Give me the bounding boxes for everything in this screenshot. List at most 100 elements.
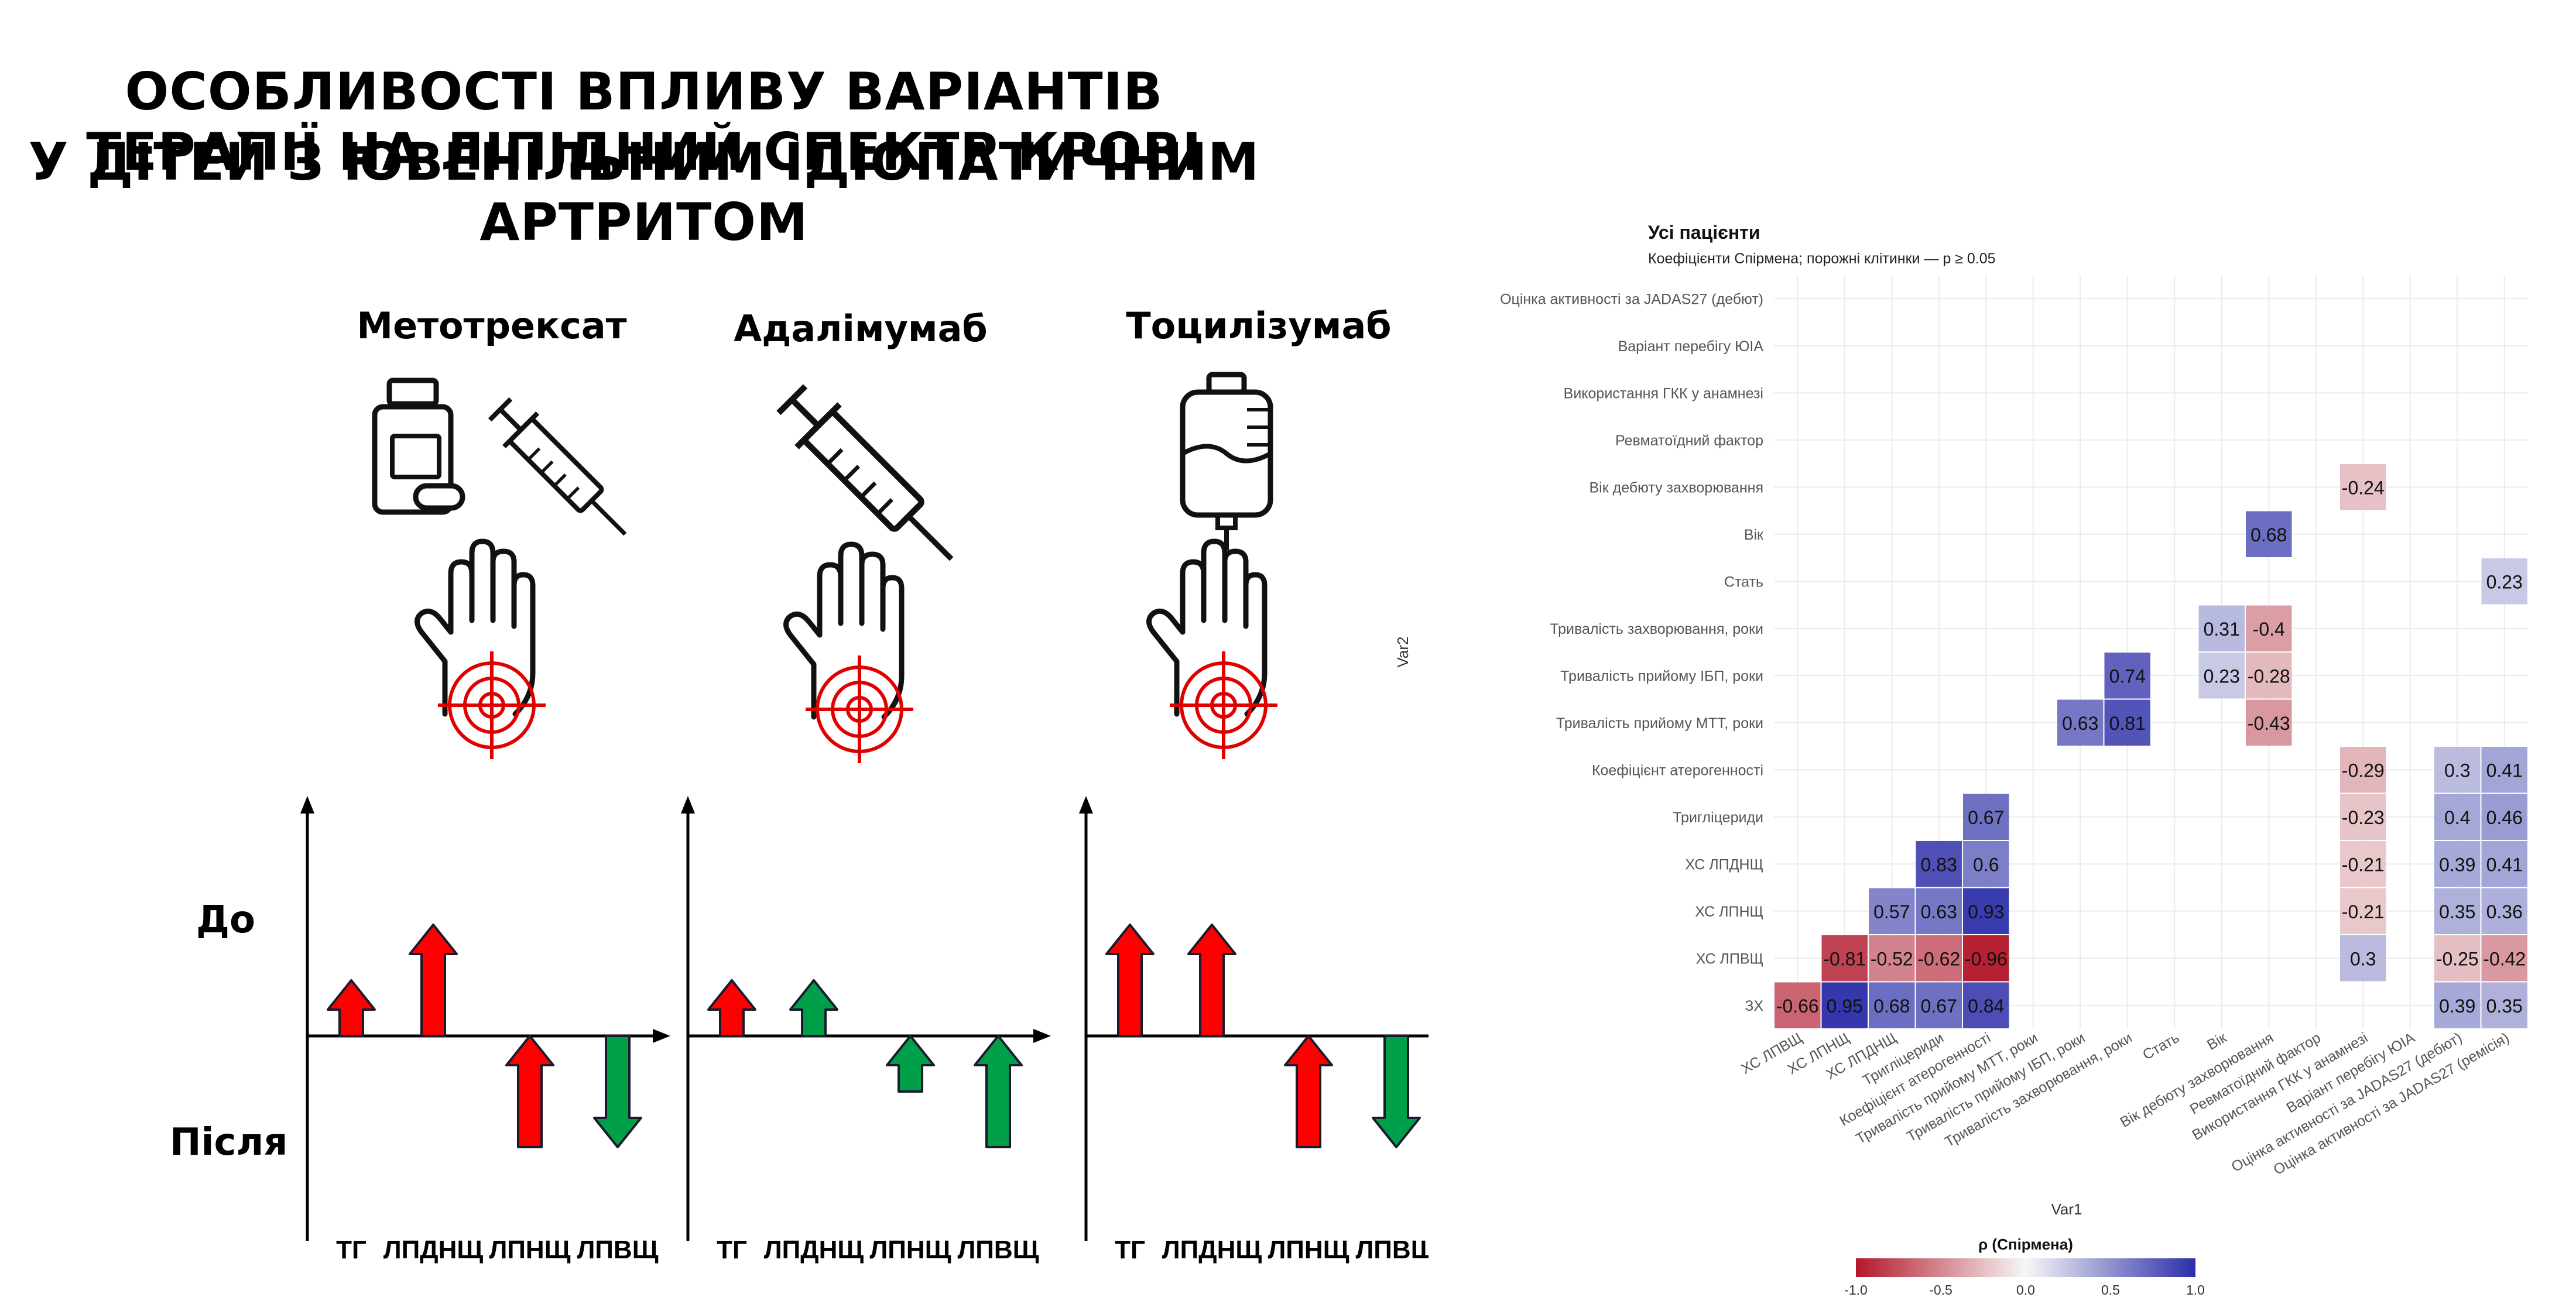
syringe-icon — [770, 378, 973, 581]
heatmap-cell — [1916, 841, 1962, 887]
cell-value: -0.24 — [2342, 477, 2385, 498]
heatmap-cell — [2481, 841, 2527, 887]
cell-value: 0.63 — [1921, 901, 1957, 922]
cell-value: -0.28 — [2248, 665, 2290, 687]
arrow-up-ЛПДНЩ — [789, 979, 838, 1037]
heatmap-cell — [1869, 935, 1915, 981]
cell-value: 0.41 — [2486, 760, 2523, 781]
heatmap-cell — [2246, 605, 2292, 651]
heatmap-cell — [2434, 841, 2481, 887]
arrow-up-ЛПНЩ — [505, 1035, 554, 1148]
heatmap-cell — [2481, 888, 2527, 934]
y-tick-label: Тривалість захворювання, роки — [1550, 621, 1763, 637]
x-tick-label: ЛПНЩ — [869, 1236, 951, 1264]
heatmap-cell — [1916, 982, 1962, 1028]
drug-name-methotrexate: Метотрексат — [357, 304, 627, 347]
y-tick-label: Тригліцериди — [1673, 809, 1763, 826]
heatmap-subtitle: Коефіцієнти Спірмена; порожні клітинки —… — [1648, 250, 1996, 267]
x-tick-label: ЛПНЩ — [1268, 1236, 1349, 1264]
cell-value: -0.62 — [1917, 948, 1960, 969]
x-axis-title: Var1 — [2051, 1200, 2082, 1218]
x-tick-label: ЛПНЩ — [489, 1236, 570, 1264]
cell-value: 0.35 — [2439, 901, 2475, 922]
cell-value: 0.39 — [2439, 996, 2475, 1017]
arrow-up-ТГ — [327, 979, 376, 1037]
x-tick-label: ЛПВЩ — [957, 1236, 1039, 1264]
heatmap-cell — [1775, 982, 1821, 1028]
arrow-up-ЛПДНЩ — [1187, 924, 1236, 1037]
heatmap-cell — [2481, 935, 2527, 981]
arrow-up-ТГ — [707, 979, 756, 1037]
cell-value: 0.68 — [2250, 524, 2287, 545]
x-tick-label: ТГ — [336, 1236, 366, 1264]
heatmap-cell — [2434, 935, 2481, 981]
heatmap-cell — [1963, 982, 2009, 1028]
cell-value: 0.84 — [1968, 996, 2004, 1017]
heatmap-cell — [2434, 982, 2481, 1028]
cell-value: -0.52 — [1871, 948, 1913, 969]
cell-value: 0.39 — [2439, 854, 2475, 875]
cell-value: 0.35 — [2486, 996, 2523, 1017]
hand-icon — [417, 541, 533, 714]
heatmap-cell — [2481, 747, 2527, 793]
cell-value: 0.81 — [2109, 713, 2146, 734]
y-tick-label: Тривалість прийому ІБП, роки — [1560, 668, 1763, 684]
arrow-up-ЛПВЩ — [974, 1035, 1023, 1148]
x-tick-label: ЛПДНЩ — [1162, 1236, 1262, 1264]
heatmap-cell — [2340, 841, 2386, 887]
y-tick-label: Стать — [1724, 574, 1763, 590]
cell-value: 0.36 — [2486, 901, 2523, 922]
y-tick-label: Тривалість прийому МТТ, роки — [1556, 715, 1763, 732]
cell-value: 0.6 — [1973, 854, 1999, 875]
heatmap-cell — [1963, 935, 2009, 981]
arrow-down-ЛПВЩ — [593, 1035, 642, 1148]
heatmap-cell — [1916, 935, 1962, 981]
heatmap-cell — [2057, 699, 2104, 746]
cell-value: 0.67 — [1921, 996, 1957, 1017]
legend-title: ρ (Спірмена) — [1978, 1236, 2073, 1253]
x-tick-label: ЛПДНЩ — [764, 1236, 864, 1264]
cell-value: 0.41 — [2486, 854, 2523, 875]
heatmap-cell — [2246, 699, 2292, 746]
cell-value: 0.3 — [2350, 948, 2376, 969]
arrow-up-ТГ — [1105, 924, 1155, 1037]
y-tick-label: Вік — [1744, 527, 1764, 543]
pill-bottle-icon — [372, 377, 465, 515]
cell-value: -0.4 — [2253, 619, 2285, 640]
cell-value: 0.93 — [1968, 901, 2004, 922]
heatmap-cell — [1916, 888, 1962, 934]
heatmap-cell — [1869, 982, 1915, 1028]
cell-value: -0.43 — [2248, 713, 2290, 734]
y-tick-label: Ревматоїдний фактор — [1615, 433, 1763, 449]
heatmap-cell — [2434, 888, 2481, 934]
cell-value: 0.57 — [1873, 901, 1910, 922]
legend-tick-label: 0.0 — [2016, 1282, 2035, 1298]
heatmap-cell — [1869, 888, 1915, 934]
y-tick-label: ХС ЛПВЩ — [1696, 950, 1763, 967]
cell-value: -0.96 — [1965, 948, 2008, 969]
y-tick-label: ХС ЛПДНЩ — [1685, 856, 1763, 873]
cell-value: -0.21 — [2342, 901, 2385, 922]
cell-value: -0.23 — [2342, 807, 2385, 828]
heatmap-cell — [2481, 558, 2527, 605]
correlation-heatmap: 0.68 -0.24 0.23 0.31 -0.4 0.74 0.23 -0.28 0.63 0.… — [1394, 222, 2528, 1298]
heatmap-cell — [2481, 794, 2527, 840]
x-tick-label: ЛПВЩ — [1355, 1236, 1429, 1264]
arrow-panel: ТГ ЛПДНЩ ЛПНЩ ЛПВЩ — [681, 796, 1051, 1264]
heatmap-title: Усі пацієнти — [1648, 222, 1760, 243]
y-axis-title: Var2 — [1394, 637, 1412, 668]
cell-value: -0.25 — [2436, 948, 2479, 969]
x-tick-label: ТГ — [1115, 1236, 1145, 1264]
arrow-up-ЛПДНЩ — [409, 924, 458, 1037]
cell-value: -0.66 — [1776, 996, 1819, 1017]
drug-name-adalimumab: Адалімумаб — [734, 307, 988, 350]
heatmap-cell — [1821, 982, 1868, 1028]
y-axis-arrowhead — [1079, 796, 1093, 814]
x-axis-arrowhead — [1033, 1029, 1051, 1043]
heatmap-cell — [2104, 653, 2150, 699]
row-label-after: Після — [170, 1121, 288, 1164]
heatmap-cell — [1963, 841, 2009, 887]
y-tick-label: ЗХ — [1745, 998, 1763, 1014]
x-tick-label: Стать — [2140, 1029, 2182, 1063]
y-tick-label: Вік дебюту захворювання — [1590, 479, 1764, 496]
